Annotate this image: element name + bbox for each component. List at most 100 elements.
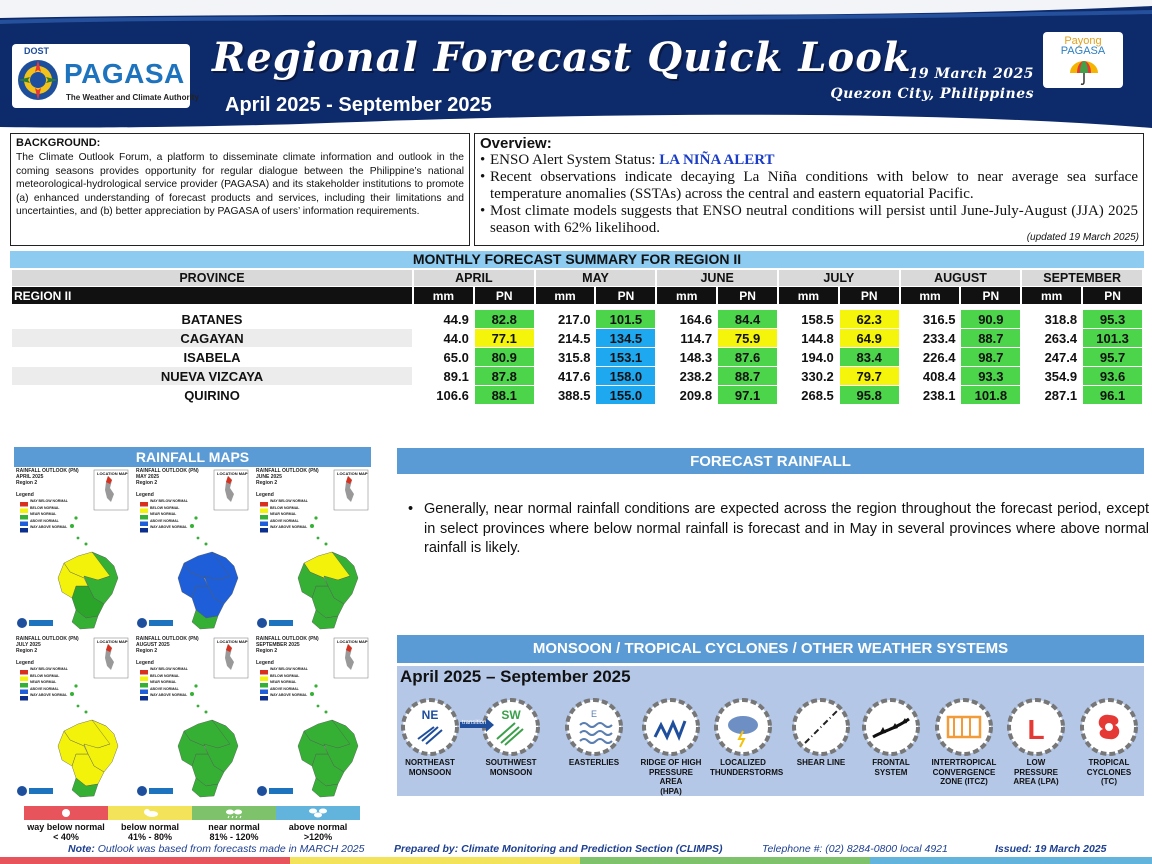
forecast-period: April 2025 - September 2025 (225, 94, 492, 116)
legend-label-category: way below normal (27, 822, 105, 832)
province-name: NUEVA VIZCAYA (12, 367, 412, 385)
map-legend-item: WAY BELOW NORMAL (150, 667, 188, 671)
northeast-monsoon-icon: NE (401, 698, 459, 756)
rainfall-mm-cell: 238.1 (922, 387, 956, 403)
arrow-shape (460, 718, 494, 732)
table-row: NUEVA VIZCAYA 89.1 87.8 417.6 158.0 238.2 88.7… (12, 367, 1142, 385)
map-legend-item: WAY ABOVE NORMAL (150, 525, 188, 529)
island-mark (70, 692, 74, 696)
map-caption: RAINFALL OUTLOOK (PN) AUGUST 2025 Region 2… (136, 636, 199, 699)
percent-normal-cell: 87.6 (718, 348, 777, 366)
month-header: AUGUST (900, 270, 1021, 286)
province-header: PROVINCE (12, 270, 412, 286)
shear-line-icon (792, 698, 850, 756)
weather-system-label-line: EASTERLIES (568, 758, 620, 767)
rainfall-mm-cell: 106.6 (436, 387, 469, 403)
map-caption: RAINFALL OUTLOOK (PN) APRIL 2025 Region 2 L… (16, 468, 79, 531)
province-name: BATANES (181, 311, 243, 327)
monsoon-direction-label: NE (422, 708, 439, 722)
map-legend-item: ABOVE NORMAL (150, 686, 179, 691)
footer-telephone: Telephone #: (02) 8284-0800 local 4921 (762, 843, 948, 855)
percent-normal-cell: 77.1 (474, 329, 534, 347)
percent-normal-cell: 90.9 (961, 310, 1021, 328)
sun-shape (62, 809, 70, 817)
rainfall-mm-cell: 44.9 (443, 311, 469, 327)
cloud-shape (309, 808, 317, 814)
pagasa-mini-wordmark (269, 788, 293, 794)
rain-cloud-icon (226, 809, 242, 819)
thunderstorm-icon (714, 698, 772, 756)
map-legend-item: WAY BELOW NORMAL (270, 667, 308, 671)
location-map-label: LOCATION MAP (97, 639, 128, 644)
map-legend-item: ABOVE NORMAL (30, 686, 59, 691)
location-map-label: LOCATION MAP (217, 471, 248, 476)
map-caption-title: RAINFALL OUTLOOK (PN) (16, 636, 79, 642)
percent-normal-cell: 87.8 (474, 367, 534, 385)
province-name: CAGAYAN (12, 329, 412, 347)
weather-system-label-line: THUNDERSTORMS (710, 767, 784, 777)
wind-arrows (417, 726, 443, 745)
legend-swatch (20, 689, 28, 694)
footer-note-text: Outlook was based from forecasts made in… (94, 843, 365, 855)
map-legend-heading: Legend (16, 492, 34, 498)
tropical-cyclone-icon (1080, 698, 1138, 756)
forecast-rainfall-text: Generally, near normal rainfall conditio… (408, 500, 1149, 559)
map-caption-region: Region 2 (256, 480, 278, 486)
legend-color-bar (24, 806, 108, 820)
map-legend-item: WAY ABOVE NORMAL (30, 525, 68, 529)
pn-header: PN (596, 287, 656, 304)
enso-status-value: LA NIÑA ALERT (659, 152, 775, 168)
rainfall-mm-cell: 268.5 (801, 387, 834, 403)
enso-status-label: ENSO Alert System Status: (490, 152, 660, 168)
legend-color-bar (276, 806, 360, 820)
province-name: ISABELA (183, 349, 241, 365)
weather-systems-title: MONSOON / TROPICAL CYCLONES / OTHER WEAT… (397, 635, 1144, 663)
map-caption-title: RAINFALL OUTLOOK (PN) (16, 468, 79, 474)
icon-ring (862, 698, 920, 756)
rainfall-mm-cell: 315.8 (557, 349, 591, 365)
location-map-label: LOCATION MAP (217, 639, 248, 644)
map-legend-item: BELOW NORMAL (270, 673, 300, 678)
percent-normal-cell: 88.7 (961, 329, 1021, 347)
itcz-hatch (953, 717, 971, 737)
rainfall-mm-cell: 354.9 (1044, 368, 1078, 384)
rainfall-map: RAINFALL OUTLOOK (PN) APRIL 2025 Region 2 L… (14, 468, 132, 633)
rainfall-map-graphic (257, 637, 369, 798)
icon-ring (1007, 698, 1065, 756)
pn-header: PN (1083, 287, 1142, 304)
cloud-sun-icon (144, 809, 158, 817)
rainfall-map: RAINFALL OUTLOOK (PN) AUGUST 2025 Region 2… (134, 636, 252, 801)
weather-system-item: INTERTROPICAL CONVERGENCE ZONE (ITCZ) (931, 697, 997, 787)
weather-systems-period: April 2025 – September 2025 (400, 667, 631, 686)
map-caption-region: Region 2 (136, 480, 158, 486)
map-legend-item: ABOVE NORMAL (270, 518, 299, 523)
pagasa-wordmark: PAGASA (64, 58, 185, 89)
rainfall-mm-cell: 226.4 (922, 349, 956, 365)
legend-swatch (260, 696, 268, 701)
weather-system-label: LOW PRESSURE AREA (LPA) (1003, 758, 1069, 787)
island-mark (204, 710, 208, 714)
overview-updated-note: (updated 19 March 2025) (1026, 232, 1139, 243)
weather-system-label-line: (TC) (1101, 777, 1117, 786)
province-fill (297, 730, 329, 767)
percent-normal-cell: 158.0 (596, 367, 656, 385)
province-fill (191, 777, 219, 798)
weather-system-label-line: ZONE (ITCZ) (940, 777, 988, 786)
map-caption-region: Region 2 (16, 480, 38, 486)
pagasa-logo-icon (18, 60, 58, 100)
map-legend-item: NEAR NORMAL (150, 512, 177, 516)
map-caption-month: JULY 2025 (16, 642, 41, 648)
page-title: Regional Forecast Quick Look (212, 34, 912, 81)
legend-swatch (140, 689, 148, 694)
island-mark (196, 536, 200, 540)
pagasa-mini-logo-icon (257, 618, 267, 628)
banner-background (0, 0, 1152, 128)
overview-heading: Overview: (480, 135, 552, 152)
province-fill (177, 730, 209, 767)
unit-header-row: REGION II mm PN mm PN mm PN mm PN mm PN mm PN (12, 287, 1142, 304)
weather-system-item: SW SOUTHWEST MONSOON (478, 697, 544, 777)
weather-system-label-line: LOCALIZED (720, 758, 766, 767)
map-caption-region: Region 2 (136, 648, 158, 654)
island-mark (70, 524, 74, 528)
footer: Note: Outlook was based from forecasts m… (0, 843, 1152, 857)
